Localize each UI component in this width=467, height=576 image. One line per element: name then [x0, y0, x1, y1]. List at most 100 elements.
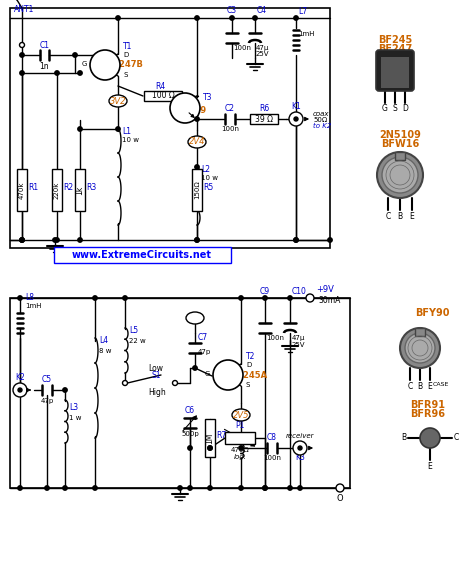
Circle shape — [239, 446, 243, 450]
Circle shape — [288, 486, 292, 490]
Circle shape — [208, 486, 212, 490]
Text: coax: coax — [313, 111, 330, 117]
Circle shape — [293, 441, 307, 455]
Text: E: E — [428, 382, 432, 391]
Circle shape — [298, 486, 302, 490]
Text: C3: C3 — [227, 6, 237, 15]
Text: R7: R7 — [216, 431, 226, 440]
FancyBboxPatch shape — [250, 114, 278, 124]
Circle shape — [20, 71, 24, 75]
Text: S1: S1 — [152, 371, 162, 380]
FancyBboxPatch shape — [376, 50, 414, 91]
Text: C10: C10 — [292, 287, 307, 296]
Circle shape — [294, 238, 298, 242]
Text: 100n: 100n — [233, 45, 251, 51]
Text: C6: C6 — [185, 406, 195, 415]
Circle shape — [20, 43, 24, 47]
Circle shape — [336, 484, 344, 492]
Text: B: B — [397, 212, 403, 221]
Text: K3: K3 — [295, 453, 305, 462]
Circle shape — [288, 296, 292, 300]
Text: L2: L2 — [201, 165, 210, 174]
FancyBboxPatch shape — [75, 169, 85, 211]
Text: C: C — [385, 212, 390, 221]
Text: 8 w: 8 w — [99, 348, 112, 354]
Text: 2V5: 2V5 — [233, 411, 249, 419]
Text: BF245: BF245 — [378, 35, 412, 45]
Circle shape — [263, 296, 267, 300]
Text: 470Ω: 470Ω — [231, 447, 249, 453]
Text: L3: L3 — [69, 403, 78, 412]
Text: B: B — [417, 382, 423, 391]
Circle shape — [20, 238, 24, 242]
Ellipse shape — [109, 95, 127, 107]
Text: 1 w: 1 w — [69, 415, 82, 421]
Circle shape — [294, 16, 298, 20]
Text: 47µ: 47µ — [292, 335, 305, 341]
Circle shape — [73, 53, 77, 57]
Circle shape — [253, 16, 257, 20]
Circle shape — [239, 296, 243, 300]
Text: 1mH: 1mH — [298, 31, 314, 37]
Text: T2: T2 — [246, 352, 255, 361]
Text: High: High — [148, 388, 166, 397]
Text: BFR96: BFR96 — [410, 409, 445, 419]
Circle shape — [289, 112, 303, 126]
Circle shape — [55, 71, 59, 75]
Text: C5: C5 — [42, 375, 52, 384]
Text: 47p: 47p — [198, 349, 211, 355]
Text: T1: T1 — [123, 42, 132, 51]
Circle shape — [405, 333, 435, 363]
Text: 500p: 500p — [181, 431, 199, 437]
Text: 47p: 47p — [40, 398, 54, 404]
Text: R6: R6 — [259, 104, 269, 113]
Circle shape — [18, 296, 22, 300]
Text: 100n: 100n — [263, 455, 281, 461]
Circle shape — [263, 486, 267, 490]
Text: 2V4: 2V4 — [189, 138, 205, 146]
Text: 1n: 1n — [40, 62, 50, 71]
Circle shape — [116, 127, 120, 131]
Text: 100n: 100n — [266, 335, 284, 341]
Text: R5: R5 — [203, 183, 213, 192]
Text: 10 w: 10 w — [201, 175, 218, 181]
Text: 47µ: 47µ — [256, 45, 269, 51]
Text: BFR91: BFR91 — [410, 400, 445, 410]
Circle shape — [93, 296, 97, 300]
Text: 25V: 25V — [292, 342, 305, 348]
Text: D: D — [246, 362, 251, 368]
Text: 100 Ω: 100 Ω — [152, 92, 174, 100]
Circle shape — [400, 328, 440, 368]
Circle shape — [170, 93, 200, 123]
Text: 1mH: 1mH — [25, 303, 42, 309]
Circle shape — [13, 383, 27, 397]
FancyBboxPatch shape — [225, 432, 255, 444]
Text: 470k: 470k — [19, 181, 25, 199]
Text: 0V: 0V — [190, 313, 200, 323]
Text: +: + — [306, 293, 314, 303]
Circle shape — [93, 486, 97, 490]
Circle shape — [377, 152, 423, 198]
Text: E: E — [428, 462, 432, 471]
Text: 50Ω: 50Ω — [313, 117, 327, 123]
Text: K1: K1 — [291, 102, 301, 111]
Text: L1: L1 — [122, 127, 131, 136]
Circle shape — [123, 296, 127, 300]
Circle shape — [298, 446, 302, 450]
FancyBboxPatch shape — [205, 419, 215, 457]
Text: S: S — [123, 72, 127, 78]
Text: 3V2: 3V2 — [110, 97, 126, 105]
Circle shape — [193, 366, 197, 370]
Circle shape — [195, 238, 199, 242]
Text: E: E — [410, 212, 414, 221]
Circle shape — [188, 446, 192, 450]
Text: BF245A: BF245A — [231, 371, 267, 380]
Circle shape — [188, 486, 192, 490]
Circle shape — [208, 446, 212, 450]
Text: P1: P1 — [235, 421, 245, 430]
Circle shape — [78, 127, 82, 131]
Circle shape — [195, 16, 199, 20]
Text: C9: C9 — [260, 287, 270, 296]
Text: 22 w: 22 w — [129, 338, 146, 344]
Circle shape — [178, 486, 182, 490]
